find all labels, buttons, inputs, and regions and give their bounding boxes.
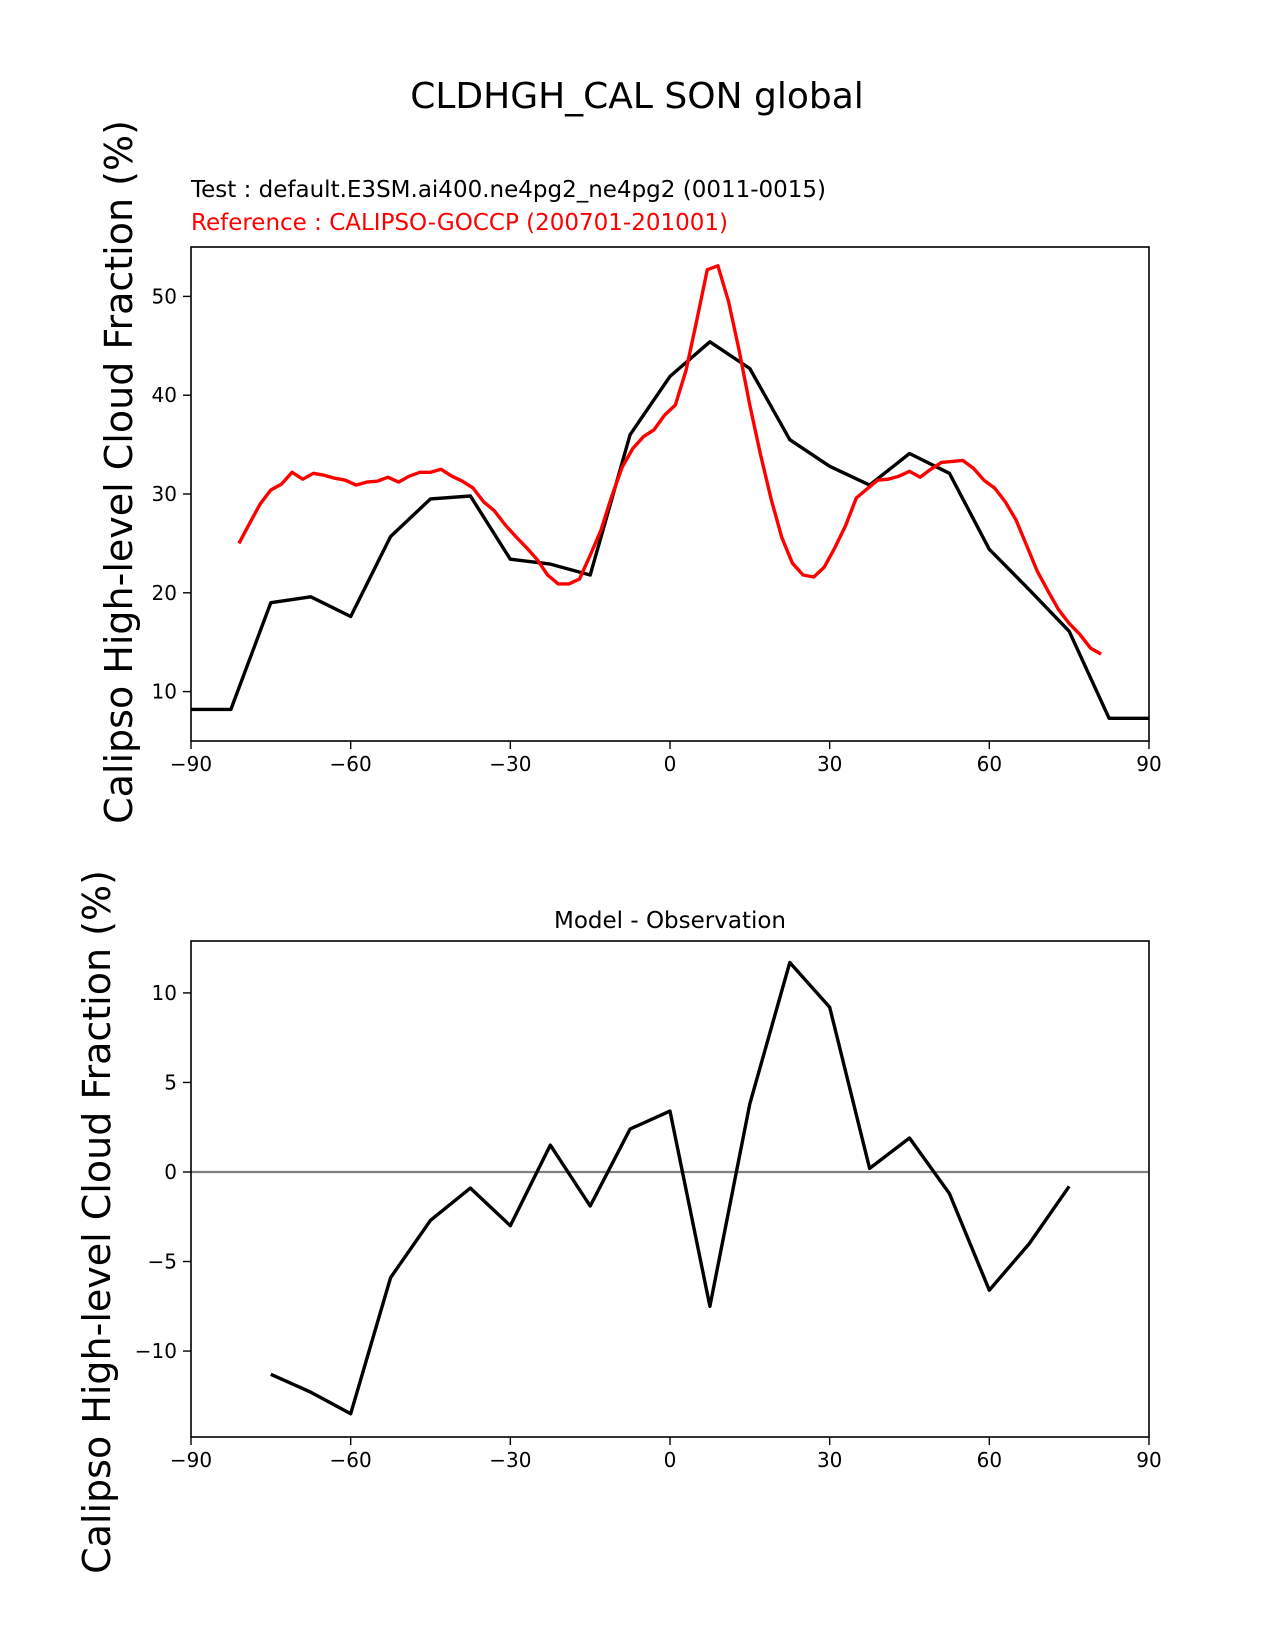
top-plot-frame — [190, 246, 1150, 742]
top-x-tick-label: −30 — [489, 752, 531, 776]
top-x-tick-label: −60 — [330, 752, 372, 776]
bottom-y-tick-label: 10 — [152, 981, 177, 1005]
figure-suptitle: CLDHGH_CAL SON global — [410, 76, 864, 117]
top-x-tick-label: 90 — [1136, 752, 1161, 776]
bottom-panel: Model - Observation Calipso High-level C… — [75, 870, 1162, 1574]
bottom-x-tick-label: −60 — [330, 1448, 372, 1472]
top-y-tick-label: 10 — [152, 680, 177, 704]
top-y-tick-label: 50 — [152, 284, 177, 308]
top-reference-line — [237, 264, 1102, 656]
bottom-x-tick-label: −90 — [170, 1448, 212, 1472]
top-panel: Test : default.E3SM.ai400.ne4pg2_ne4pg2 … — [97, 120, 1162, 824]
bottom-x-tick-label: −30 — [489, 1448, 531, 1472]
bottom-y-tick-label: 0 — [164, 1160, 177, 1184]
bottom-x-tick-label: 60 — [977, 1448, 1002, 1472]
bottom-y-tick-label: 5 — [164, 1070, 177, 1094]
top-series-group — [191, 264, 1149, 720]
bottom-x-tick-label: 30 — [817, 1448, 842, 1472]
bottom-x-tick-label: 0 — [664, 1448, 677, 1472]
top-y-tick-label: 20 — [152, 581, 177, 605]
top-x-tick-label: 60 — [977, 752, 1002, 776]
bottom-y-axis-label: Calipso High-level Cloud Fraction (%) — [75, 870, 119, 1574]
bottom-ticks-group: −90 −60 −30 0 30 60 90 −10 −5 0 5 10 — [135, 981, 1162, 1472]
top-y-tick-label: 30 — [152, 482, 177, 506]
top-x-tick-label: 30 — [817, 752, 842, 776]
bottom-y-tick-label: −10 — [135, 1339, 177, 1363]
top-y-axis-label: Calipso High-level Cloud Fraction (%) — [97, 120, 141, 824]
bottom-x-tick-label: 90 — [1136, 1448, 1161, 1472]
top-y-tick-label: 40 — [152, 383, 177, 407]
top-ticks-group: −90 −60 −30 0 30 60 90 10 20 30 40 50 — [152, 284, 1162, 776]
test-label: Test : default.E3SM.ai400.ne4pg2_ne4pg2 … — [190, 177, 826, 203]
bottom-plot-frame — [190, 940, 1150, 1438]
bottom-title: Model - Observation — [554, 908, 786, 934]
reference-label: Reference : CALIPSO-GOCCP (200701-201001… — [191, 210, 728, 236]
bottom-series-group — [191, 960, 1149, 1416]
top-test-line — [191, 340, 1149, 720]
top-x-tick-label: 0 — [664, 752, 677, 776]
bottom-difference-line — [270, 960, 1071, 1416]
top-x-tick-label: −90 — [170, 752, 212, 776]
bottom-y-tick-label: −5 — [148, 1250, 177, 1274]
